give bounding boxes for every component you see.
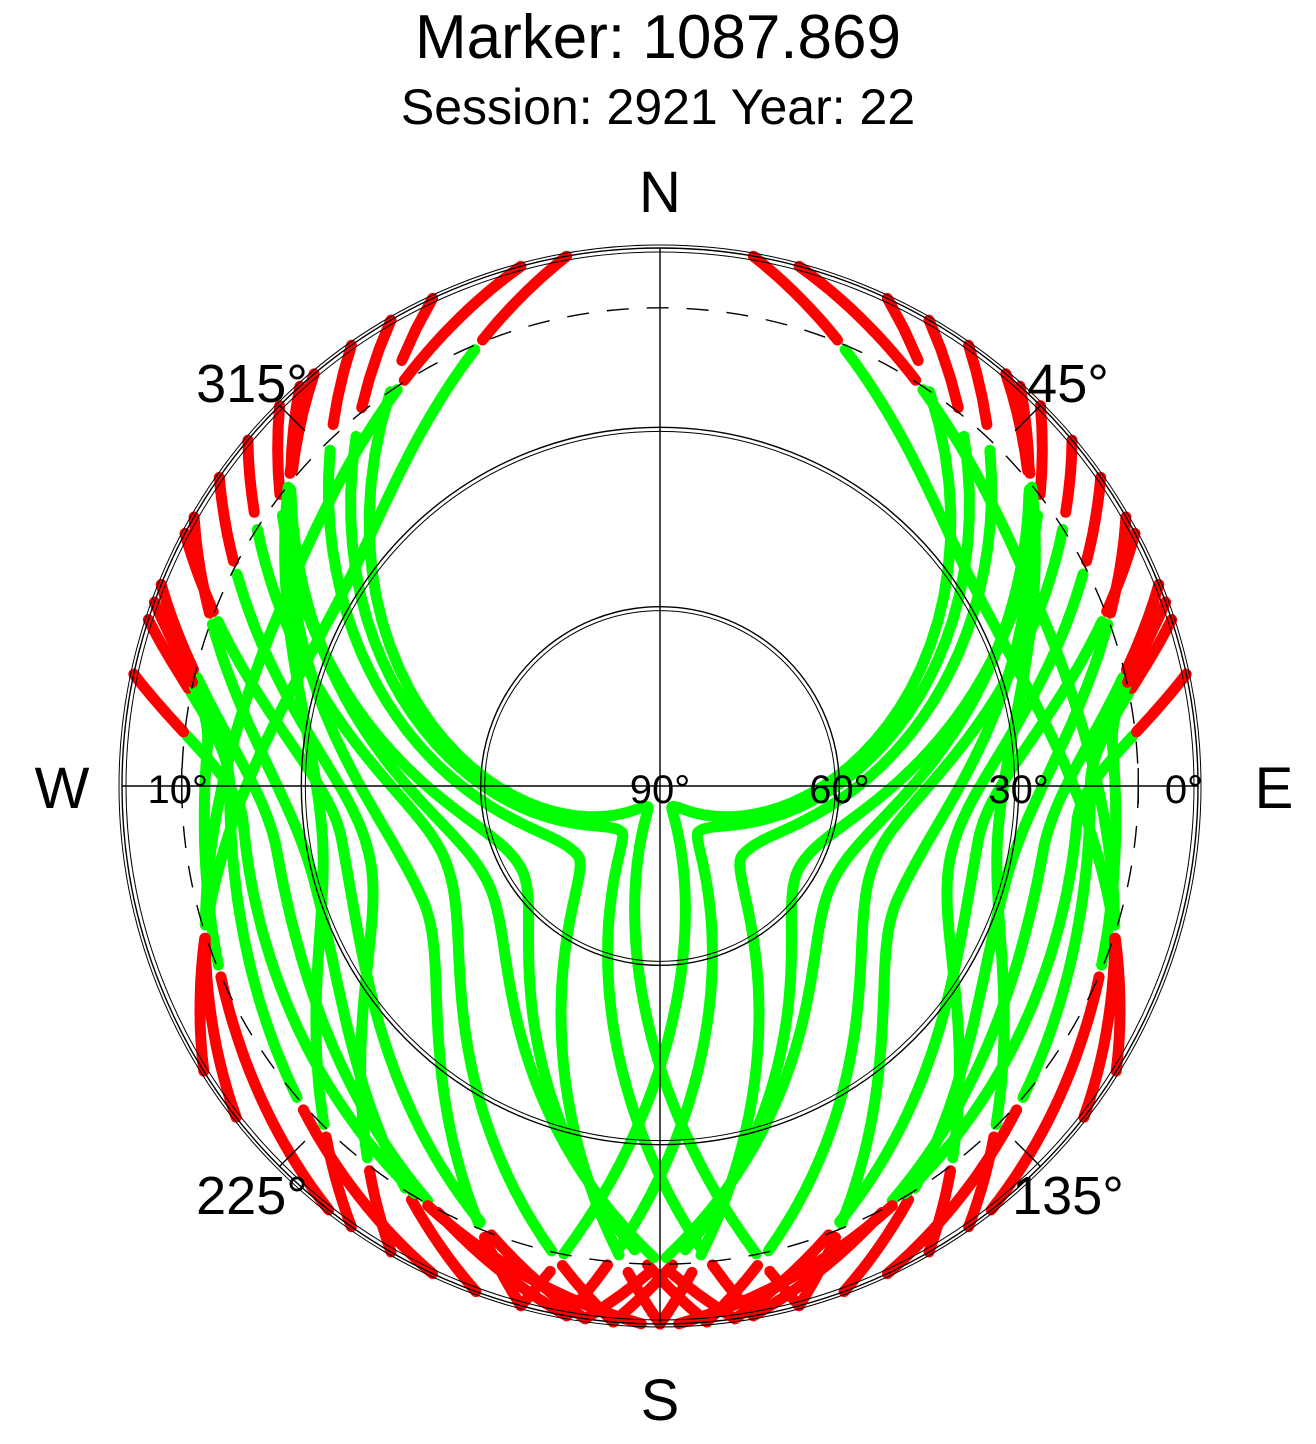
satellite-track-10 xyxy=(558,386,957,1260)
elevation-label-60: 60° xyxy=(809,768,870,812)
low-elevation-segment-28-1 xyxy=(285,380,306,478)
elevation-label-30: 30° xyxy=(988,768,1049,812)
horizon-ring-outer xyxy=(118,244,1202,1328)
low-elevation-segment-29-1 xyxy=(128,668,189,738)
low-elevation-segment-8-0 xyxy=(881,1104,1023,1280)
low-elevation-segment-29-0 xyxy=(422,1200,647,1330)
low-elevation-segment-31-1 xyxy=(477,250,573,346)
elevation-label-10: 10° xyxy=(148,768,209,812)
satellite-track-7 xyxy=(614,430,975,1253)
satellite-track-5 xyxy=(835,483,1037,1230)
low-elevation-segment-12-0 xyxy=(985,971,1105,1216)
chart-title: Marker: 1087.869 xyxy=(415,3,901,72)
axis-labels: N S E W 45° 135° 225° 315° 0° 30° 60° 90° 10° xyxy=(35,160,1294,1433)
azimuth-label-225: 225° xyxy=(196,1166,308,1226)
low-elevation-segment-12-1 xyxy=(1122,596,1172,688)
direction-label-west: W xyxy=(35,756,90,821)
azimuth-tick-225 xyxy=(279,1140,306,1167)
low-elevation-segment-10-1 xyxy=(881,292,924,366)
low-elevation-segment-31-0 xyxy=(194,932,211,1077)
low-elevation-segment-13-1 xyxy=(1014,380,1035,478)
elevation-label-90: 90° xyxy=(630,768,691,812)
satellite-track-33 xyxy=(839,344,1119,931)
azimuth-label-135: 135° xyxy=(1012,1166,1124,1226)
low-elevation-segment-25-0 xyxy=(764,1265,805,1312)
azimuth-tick-315 xyxy=(279,405,306,432)
low-elevation-segment-15-1 xyxy=(213,471,239,567)
satellite-track-19 xyxy=(276,509,641,1256)
satellite-track-30 xyxy=(199,384,403,931)
direction-label-south: S xyxy=(641,1368,680,1433)
low-elevation-segment-28-0 xyxy=(663,1265,741,1325)
azimuth-label-315: 315° xyxy=(196,354,308,414)
low-elevation-segment-21-0 xyxy=(622,1266,666,1330)
chart-subtitle: Session: 2921 Year: 22 xyxy=(400,79,916,135)
satellite-track-22 xyxy=(345,430,706,1253)
satellite-track-4 xyxy=(679,509,1044,1256)
satellite-track-9 xyxy=(990,481,1041,1130)
low-elevation-segment-18-1 xyxy=(242,434,260,518)
low-elevation-segment-21-1 xyxy=(327,339,357,430)
low-elevation-segment-27-1 xyxy=(148,596,198,688)
low-elevation-segment-33-1 xyxy=(747,250,843,346)
satellite-track-29 xyxy=(181,730,421,1199)
low-elevation-segment-22-1 xyxy=(356,314,397,414)
satellite-track-20 xyxy=(283,483,485,1230)
low-elevation-segment-11-1 xyxy=(1101,527,1141,617)
low-elevation-segment-33-0 xyxy=(1109,932,1126,1077)
satellite-track-6 xyxy=(695,444,997,1261)
low-elevation-segment-1-0 xyxy=(838,1194,914,1298)
satellite-track-31 xyxy=(201,344,481,931)
low-elevation-segment-19-1 xyxy=(272,400,286,500)
low-elevation-segment-3-1 xyxy=(1060,434,1078,518)
satellite-track-13 xyxy=(660,487,1035,1263)
low-elevation-segment-23-0 xyxy=(297,1104,439,1280)
elevation-label-0: 0° xyxy=(1165,768,1203,812)
low-elevation-segment-10-0 xyxy=(515,1265,556,1312)
low-elevation-segment-19-0 xyxy=(642,1259,713,1328)
low-elevation-segment-23-1 xyxy=(142,614,194,694)
low-elevation-segment-7-1 xyxy=(923,314,964,414)
low-elevation-segment-16-0 xyxy=(406,1194,482,1298)
low-elevation-segment-14-1 xyxy=(1131,668,1192,738)
low-elevation-segment-30-1 xyxy=(398,260,527,386)
low-elevation-segment-17-1 xyxy=(155,579,199,676)
satellite-track-32 xyxy=(917,384,1121,931)
low-elevation-segment-32-1 xyxy=(793,260,922,386)
low-elevation-segment-26-1 xyxy=(179,527,219,617)
azimuth-label-45: 45° xyxy=(1027,354,1109,414)
low-elevation-segment-24-0 xyxy=(320,1131,357,1233)
low-elevation-segment-22-0 xyxy=(707,1259,759,1322)
low-elevation-segment-25-1 xyxy=(396,292,439,366)
low-elevation-segment-0-0 xyxy=(923,1165,956,1258)
satellite-track-24 xyxy=(279,481,330,1130)
low-elevation-segment-6-1 xyxy=(963,339,993,430)
low-elevation-segment-27-0 xyxy=(215,971,335,1216)
direction-label-east: E xyxy=(1255,756,1294,821)
satellite-track-28 xyxy=(285,487,660,1263)
low-elevation-segment-0-1 xyxy=(1081,471,1107,567)
polar-grid xyxy=(118,244,1202,1328)
azimuth-tick-45 xyxy=(1014,405,1041,432)
low-elevation-segment-4-1 xyxy=(1034,400,1048,500)
satellite-track-14 xyxy=(899,730,1139,1199)
satellite-track-21 xyxy=(323,444,625,1261)
low-elevation-segment-8-1 xyxy=(1126,614,1178,694)
azimuth-tick-135 xyxy=(1014,1140,1041,1167)
direction-label-north: N xyxy=(639,160,681,225)
satellite-track-25 xyxy=(363,386,762,1260)
low-elevation-segment-2-1 xyxy=(1121,579,1165,676)
satellite-tracks xyxy=(128,250,1192,1330)
low-elevation-segment-15-0 xyxy=(364,1165,397,1258)
low-elevation-segment-9-0 xyxy=(963,1131,1000,1233)
